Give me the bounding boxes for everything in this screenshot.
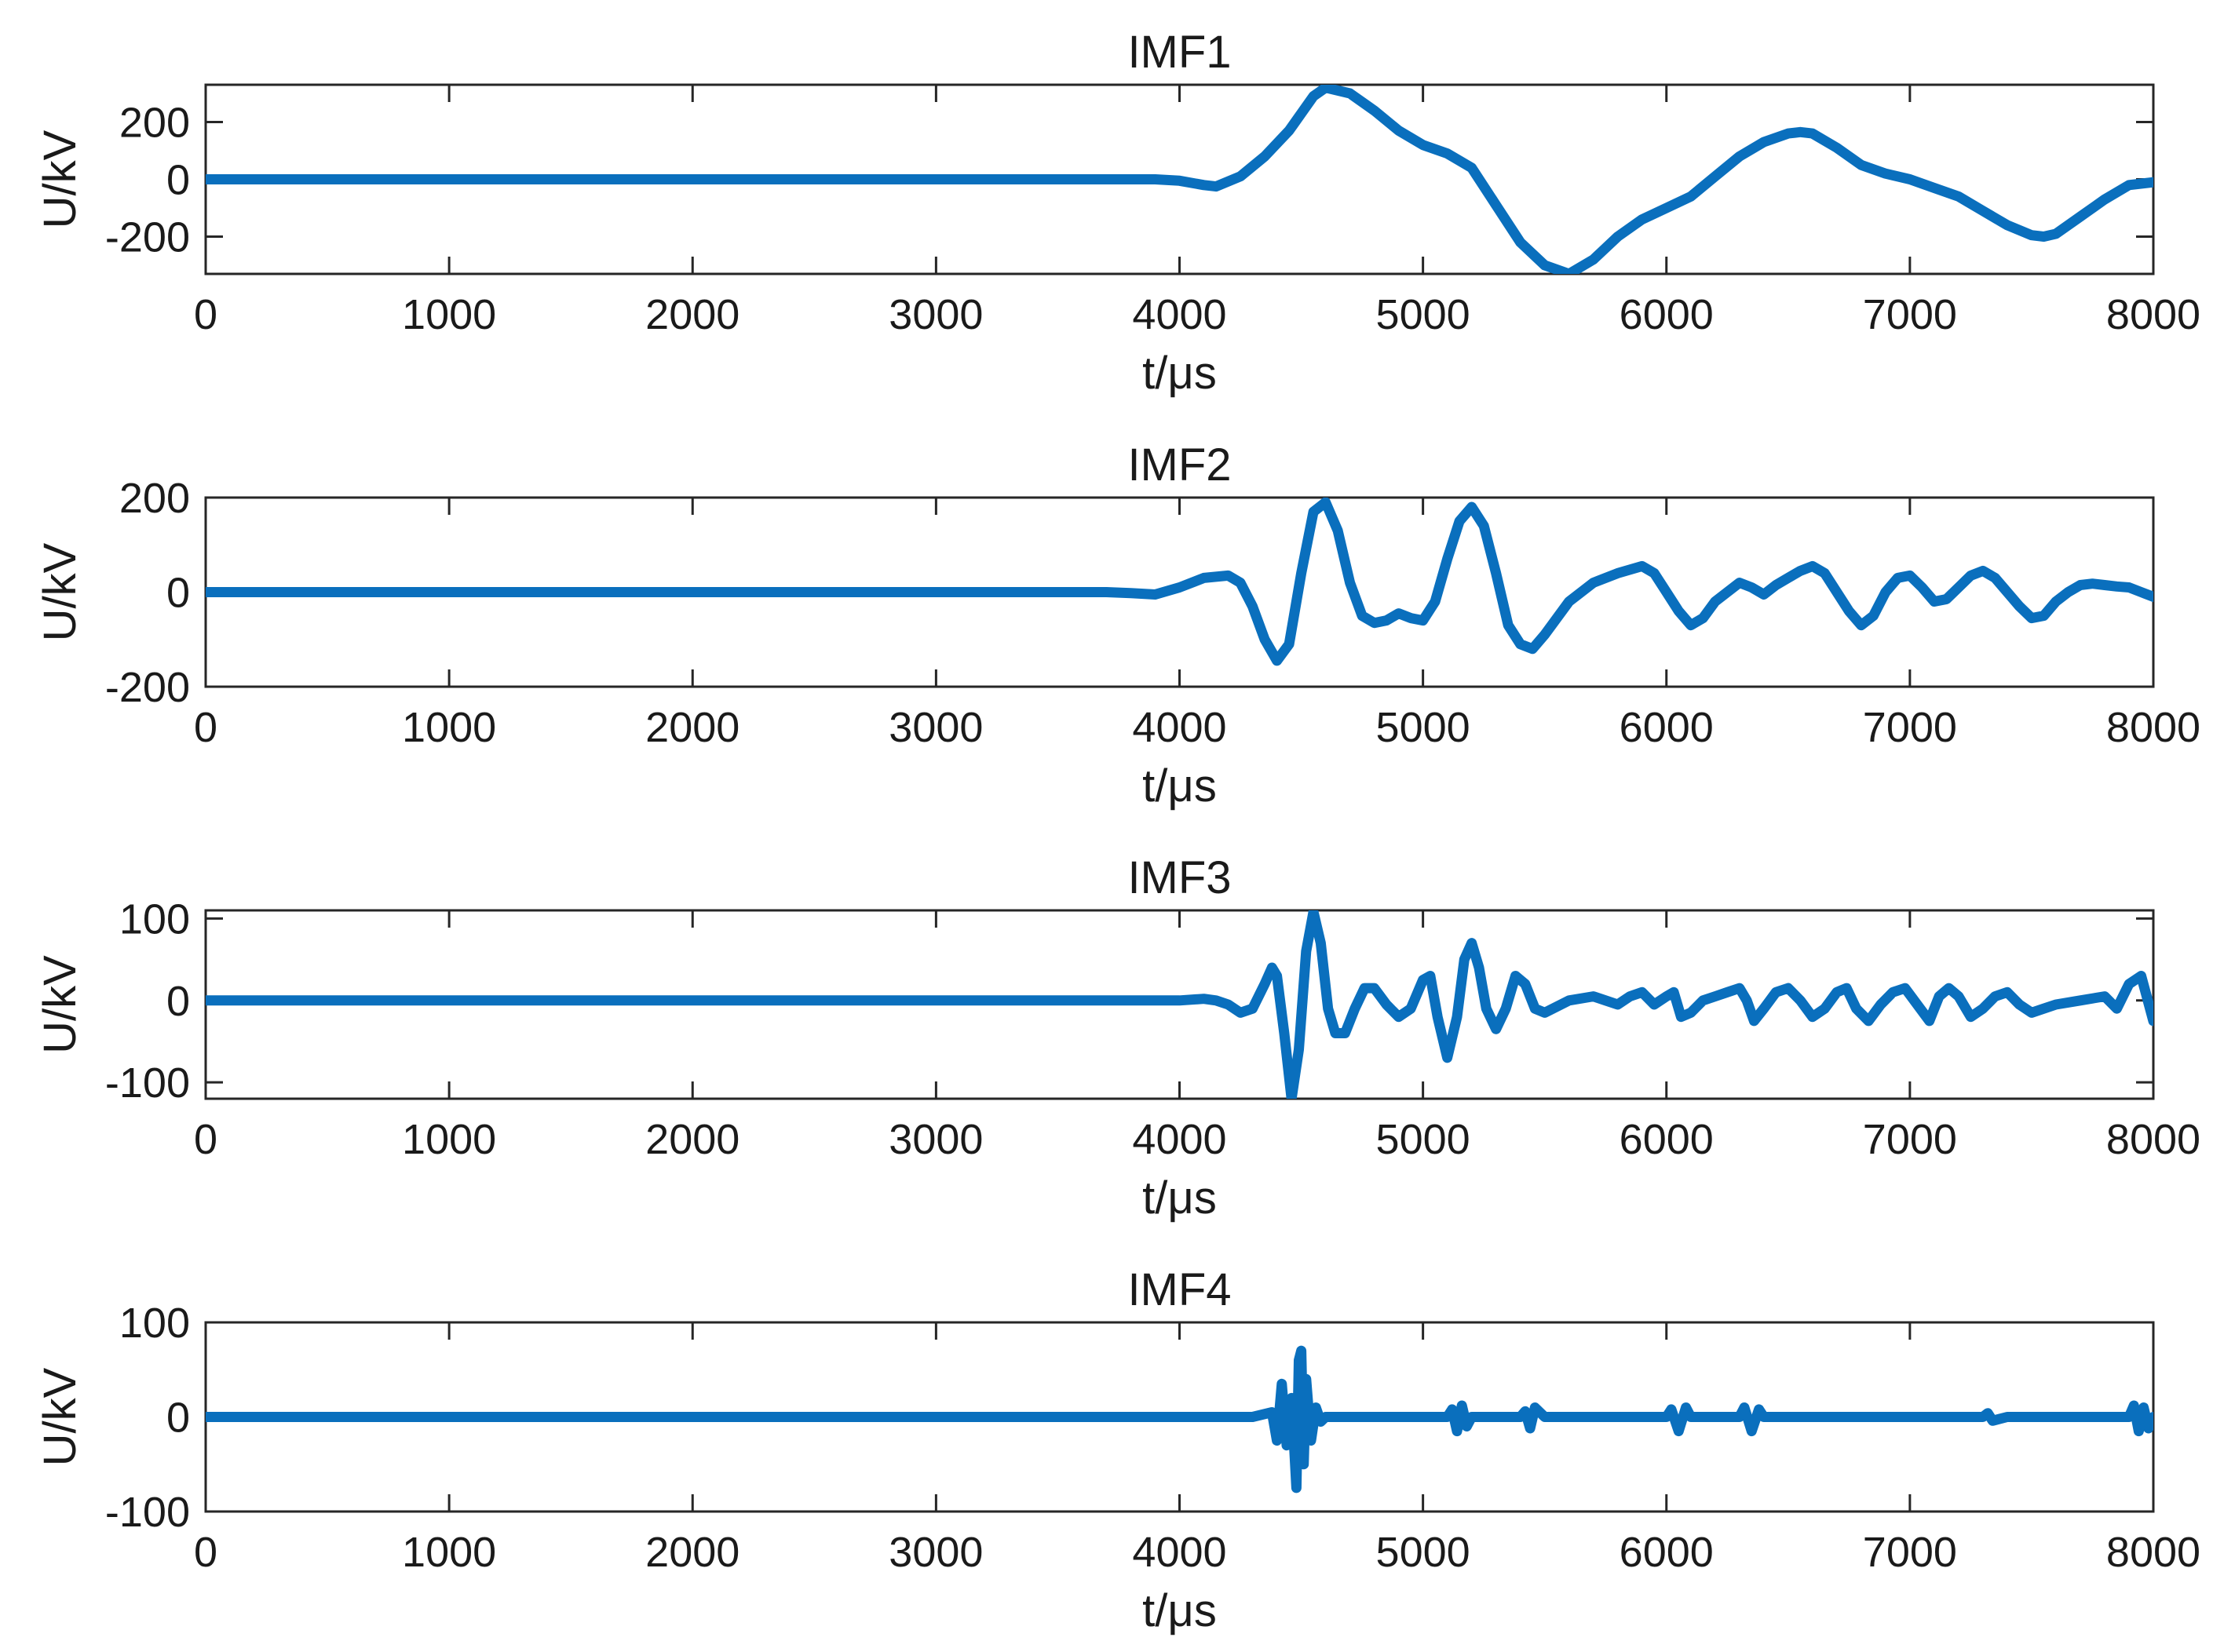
y-axis-label: U/kV (35, 1367, 86, 1466)
x-axis-label: t/μs (1142, 1585, 1217, 1636)
series-line-IMF3 (206, 910, 2153, 1099)
x-tick-label: 3000 (889, 1116, 983, 1163)
x-axis-label: t/μs (1142, 1172, 1217, 1224)
x-tick-label: 2000 (645, 704, 739, 751)
x-tick-label: 8000 (2106, 704, 2200, 751)
y-tick-label: 100 (119, 895, 190, 943)
x-tick-label: 6000 (1620, 704, 1714, 751)
y-tick-label: 200 (119, 475, 190, 522)
series-line-IMF1 (206, 85, 2153, 274)
subplot-3: 0 1000 2000 3000 4000 5000 6000 7000 8000-100010… (35, 852, 2200, 1224)
x-tick-label: 6000 (1620, 1116, 1714, 1163)
x-tick-label: 5000 (1376, 704, 1470, 751)
subplot-title: IMF3 (1127, 852, 1231, 903)
x-tick-label: 4000 (1132, 1116, 1226, 1163)
x-tick-label: 0 (194, 1529, 217, 1576)
x-tick-label: 4000 (1132, 1529, 1226, 1576)
y-axis-label: U/kV (35, 955, 86, 1054)
x-tick-label: 5000 (1376, 1529, 1470, 1576)
y-axis-label: U/kV (35, 129, 86, 228)
x-tick-label: 2000 (645, 1529, 739, 1576)
x-tick-label: 1000 (402, 1529, 496, 1576)
y-tick-label: 0 (166, 1395, 190, 1442)
x-tick-label: 4000 (1132, 291, 1226, 338)
x-tick-label: 7000 (1863, 704, 1957, 751)
x-tick-label: 6000 (1620, 1529, 1714, 1576)
subplot-1: 0 1000 2000 3000 4000 5000 6000 7000 8000-200020… (35, 27, 2200, 399)
subplot-title: IMF2 (1127, 439, 1231, 490)
y-tick-label: -100 (105, 1489, 190, 1536)
series-line-IMF2 (206, 498, 2153, 666)
y-tick-label: 200 (119, 99, 190, 146)
y-tick-label: 100 (119, 1300, 190, 1347)
x-axis-label: t/μs (1142, 348, 1217, 399)
x-tick-label: 2000 (645, 291, 739, 338)
x-tick-label: 3000 (889, 1529, 983, 1576)
x-tick-label: 8000 (2106, 1529, 2200, 1576)
x-tick-label: 1000 (402, 704, 496, 751)
subplot-2: 0 1000 2000 3000 4000 5000 6000 7000 8000-200020… (35, 439, 2200, 811)
subplot-title: IMF4 (1127, 1264, 1231, 1315)
y-tick-label: 0 (166, 157, 190, 204)
y-tick-label: -200 (105, 664, 190, 711)
subplot-title: IMF1 (1127, 27, 1231, 78)
x-tick-label: 5000 (1376, 291, 1470, 338)
x-tick-label: 6000 (1620, 291, 1714, 338)
x-tick-label: 1000 (402, 291, 496, 338)
x-tick-label: 8000 (2106, 1116, 2200, 1163)
x-tick-label: 5000 (1376, 1116, 1470, 1163)
y-axis-label: U/kV (35, 542, 86, 641)
x-tick-label: 7000 (1863, 291, 1957, 338)
x-tick-label: 4000 (1132, 704, 1226, 751)
x-tick-label: 0 (194, 704, 217, 751)
subplot-4: 0 1000 2000 3000 4000 5000 6000 7000 8000-100010… (35, 1264, 2200, 1636)
series-line-IMF4 (206, 1345, 2153, 1493)
y-tick-label: 0 (166, 978, 190, 1025)
y-tick-label: 0 (166, 570, 190, 617)
x-tick-label: 2000 (645, 1116, 739, 1163)
x-tick-label: 8000 (2106, 291, 2200, 338)
x-tick-label: 3000 (889, 704, 983, 751)
x-tick-label: 3000 (889, 291, 983, 338)
x-tick-label: 1000 (402, 1116, 496, 1163)
x-tick-label: 0 (194, 1116, 217, 1163)
y-tick-label: -100 (105, 1059, 190, 1107)
y-tick-label: -200 (105, 214, 190, 261)
x-tick-label: 0 (194, 291, 217, 338)
x-axis-label: t/μs (1142, 760, 1217, 811)
x-tick-label: 7000 (1863, 1529, 1957, 1576)
x-tick-label: 7000 (1863, 1116, 1957, 1163)
